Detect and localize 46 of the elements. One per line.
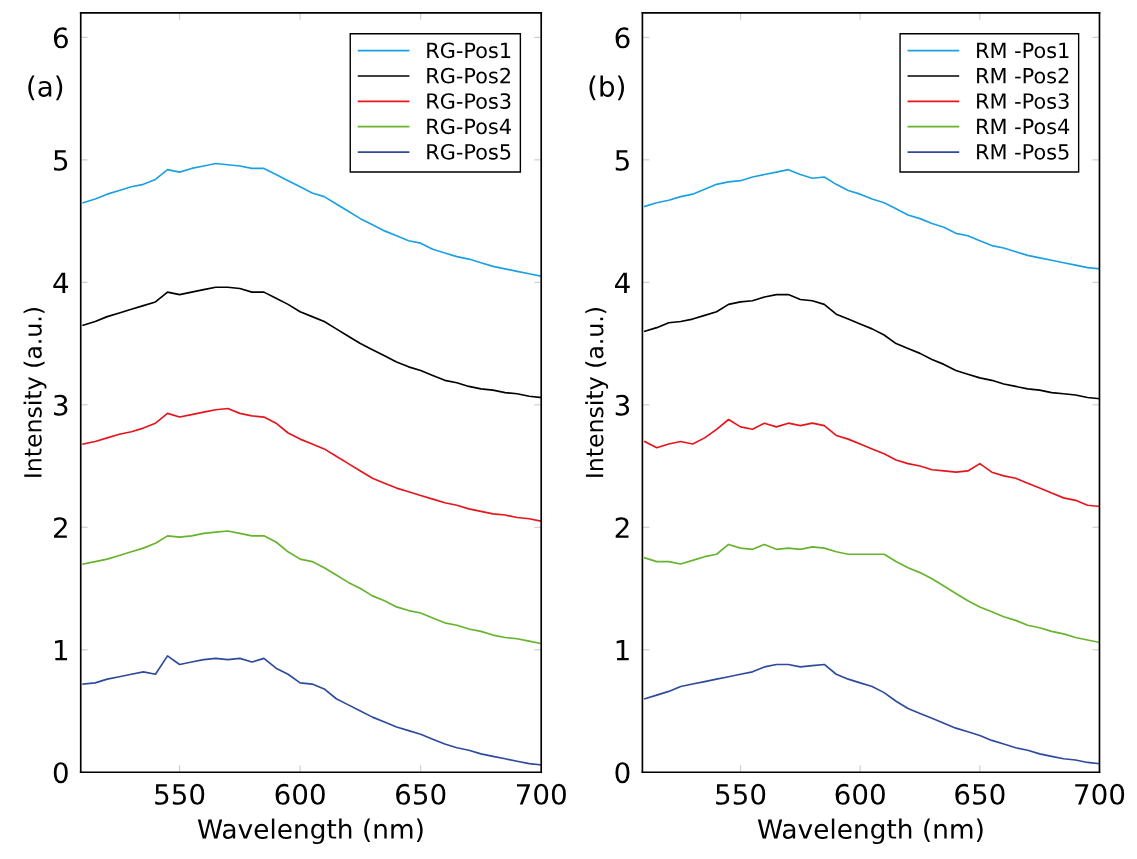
y-tick-label: 0 — [615, 762, 630, 784]
x-tick-label: 550 — [716, 783, 766, 805]
x-tick-label: 650 — [955, 783, 1005, 805]
legend-label: RG-Pos4 — [427, 118, 511, 135]
legend-label: RM -Pos3 — [977, 93, 1069, 109]
legend-label: RM -Pos1 — [977, 42, 1069, 59]
legend-label: RG-Pos5 — [427, 143, 511, 160]
y-tick-label: 2 — [615, 517, 629, 538]
x-tick-label: 600 — [275, 783, 325, 805]
legend-label: RG-Pos1 — [427, 42, 511, 59]
line-series — [643, 663, 1100, 765]
y-tick-label: 0 — [53, 762, 68, 784]
y-tick-label: 6 — [53, 27, 68, 49]
y-tick-label: 3 — [615, 394, 630, 416]
y-axis-title: Intensity (a.u.) — [585, 308, 609, 477]
legend-label: RG-Pos3 — [427, 93, 511, 109]
y-tick-label: 1 — [616, 640, 629, 661]
y-tick-label: 4 — [614, 272, 630, 293]
y-tick-label: 6 — [615, 27, 630, 49]
x-axis-title: Wavelength (nm) — [197, 818, 423, 845]
legend-label: RG-Pos2 — [427, 67, 510, 84]
y-tick-label: 4 — [53, 272, 69, 293]
text: (a) — [28, 75, 63, 101]
line-series — [82, 407, 542, 522]
y-tick-label: 2 — [53, 517, 67, 538]
x-tick-label: 550 — [155, 783, 205, 805]
text: (b) — [589, 75, 625, 101]
x-tick-label: 700 — [1075, 783, 1125, 805]
legend-label: RM -Pos2 — [977, 67, 1069, 84]
y-tick-label: 5 — [54, 150, 68, 171]
y-tick-label: 3 — [54, 394, 68, 416]
x-tick-label: 700 — [516, 783, 566, 805]
legend-label: RM -Pos4 — [977, 118, 1070, 135]
line-series — [643, 543, 1100, 644]
x-axis-title: Wavelength (nm) — [757, 818, 983, 845]
y-tick-label: 5 — [615, 150, 629, 171]
y-axis-title: Intensity (a.u.) — [23, 308, 47, 477]
x-tick-label: 650 — [396, 783, 446, 805]
line-series — [82, 655, 542, 766]
line-series — [643, 418, 1100, 508]
line-series — [82, 162, 542, 278]
y-tick-label: 1 — [54, 640, 68, 661]
line-series — [82, 530, 542, 645]
x-tick-label: 600 — [835, 783, 885, 805]
legend-label: RM -Pos5 — [977, 144, 1069, 160]
line-series — [643, 168, 1100, 270]
